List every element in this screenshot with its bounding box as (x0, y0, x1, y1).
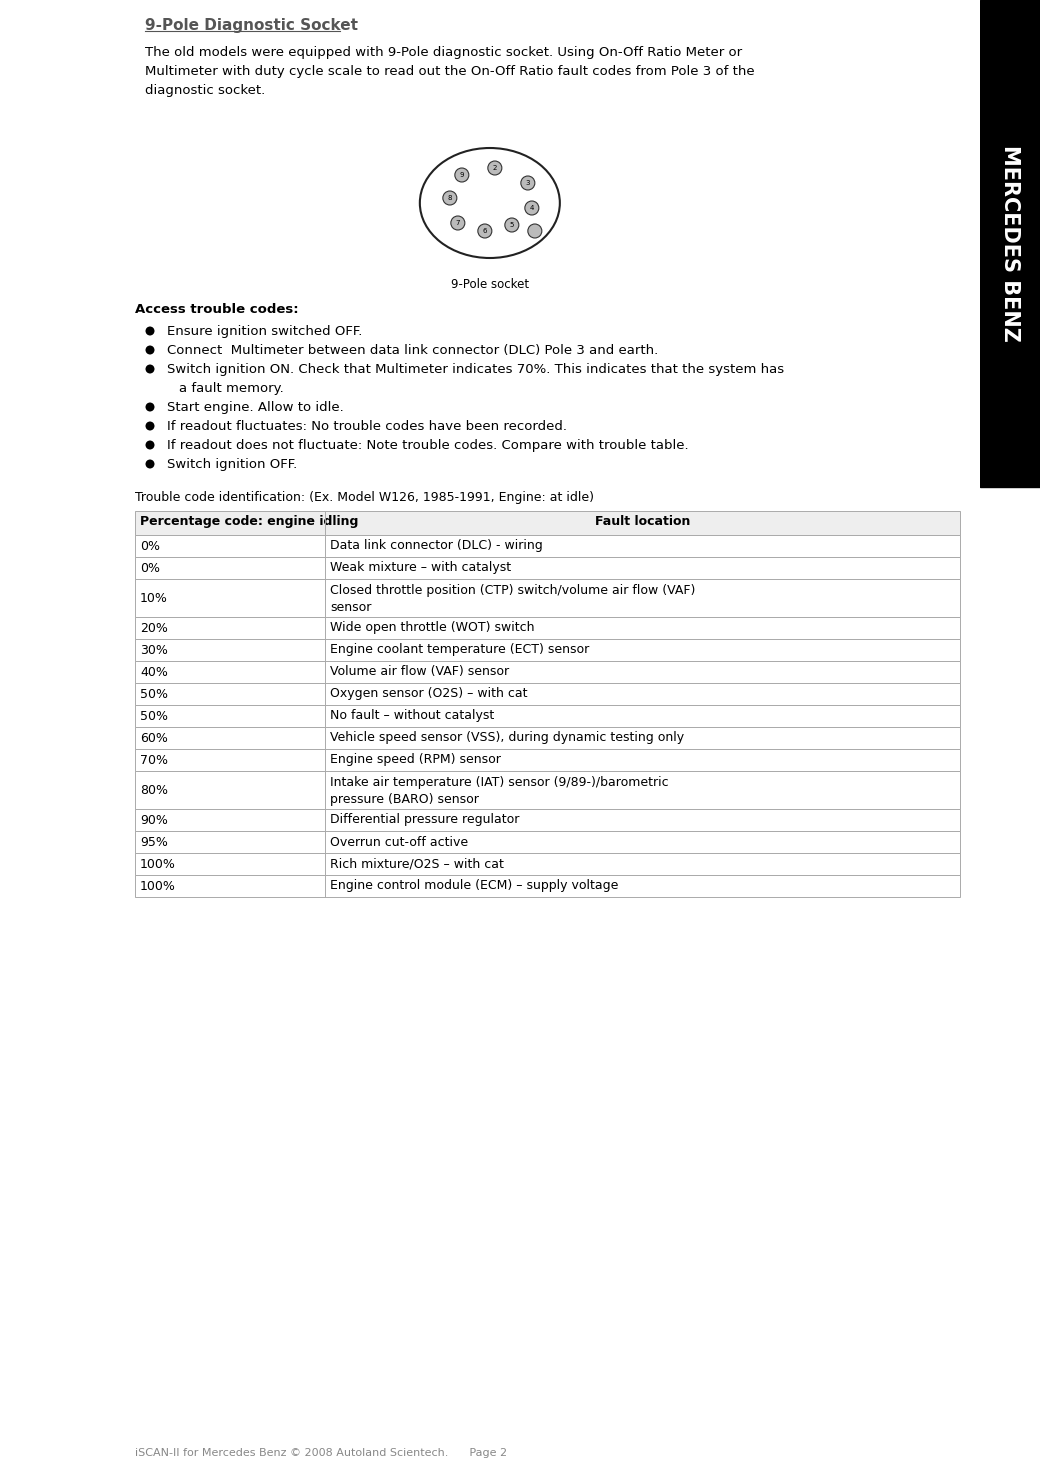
Text: 0%: 0% (140, 540, 160, 552)
Bar (135, 875, 960, 897)
Text: 7: 7 (456, 220, 460, 226)
Text: 4: 4 (529, 205, 534, 211)
Text: 50%: 50% (140, 710, 168, 722)
Text: 0%: 0% (140, 561, 160, 574)
Text: pressure (BARO) sensor: pressure (BARO) sensor (330, 793, 478, 806)
Bar (135, 809, 960, 831)
Text: 6: 6 (483, 227, 487, 235)
Text: MERCEDES BENZ: MERCEDES BENZ (999, 145, 1020, 342)
Circle shape (451, 215, 465, 230)
Text: 70%: 70% (140, 754, 168, 766)
Text: 5: 5 (510, 221, 514, 227)
Text: 10%: 10% (140, 592, 167, 605)
Text: Oxygen sensor (O2S) – with cat: Oxygen sensor (O2S) – with cat (330, 688, 527, 701)
Text: 100%: 100% (140, 858, 176, 871)
Text: Data link connector (DLC) - wiring: Data link connector (DLC) - wiring (330, 540, 543, 552)
Circle shape (528, 224, 542, 238)
Text: Start engine. Allow to idle.: Start engine. Allow to idle. (167, 401, 344, 413)
Text: Differential pressure regulator: Differential pressure regulator (330, 813, 519, 827)
Bar (135, 770, 960, 809)
Bar (135, 639, 960, 661)
Text: If readout does not fluctuate: Note trouble codes. Compare with trouble table.: If readout does not fluctuate: Note trou… (167, 438, 688, 452)
Circle shape (443, 190, 457, 205)
Text: 30%: 30% (140, 644, 167, 657)
Text: 8: 8 (447, 195, 452, 201)
Text: diagnostic socket.: diagnostic socket. (145, 84, 265, 97)
Text: Weak mixture – with catalyst: Weak mixture – with catalyst (330, 561, 511, 574)
Bar (135, 728, 960, 748)
Text: 100%: 100% (140, 880, 176, 893)
Text: Switch ignition ON. Check that Multimeter indicates 70%. This indicates that the: Switch ignition ON. Check that Multimete… (167, 363, 784, 376)
Text: If readout fluctuates: No trouble codes have been recorded.: If readout fluctuates: No trouble codes … (167, 421, 567, 432)
Text: iSCAN-II for Mercedes Benz © 2008 Autoland Scientech.      Page 2: iSCAN-II for Mercedes Benz © 2008 Autola… (135, 1448, 508, 1458)
Text: 60%: 60% (140, 732, 167, 744)
Text: 90%: 90% (140, 813, 167, 827)
Text: Closed throttle position (CTP) switch/volume air flow (VAF): Closed throttle position (CTP) switch/vo… (330, 584, 696, 596)
Circle shape (146, 403, 155, 412)
Text: Intake air temperature (IAT) sensor (9/89-)/barometric: Intake air temperature (IAT) sensor (9/8… (330, 776, 669, 790)
Text: The old models were equipped with 9-Pole diagnostic socket. Using On-Off Ratio M: The old models were equipped with 9-Pole… (145, 46, 743, 59)
Text: Access trouble codes:: Access trouble codes: (135, 303, 298, 316)
Text: Overrun cut-off active: Overrun cut-off active (330, 835, 468, 849)
Bar (135, 706, 960, 728)
Bar (135, 579, 960, 617)
Circle shape (525, 201, 539, 215)
Text: Multimeter with duty cycle scale to read out the On-Off Ratio fault codes from P: Multimeter with duty cycle scale to read… (145, 65, 755, 78)
Bar (135, 853, 960, 875)
Text: 2: 2 (493, 165, 497, 171)
Text: 80%: 80% (140, 784, 168, 797)
Bar (135, 534, 960, 556)
Bar (135, 556, 960, 579)
Text: Ensure ignition switched OFF.: Ensure ignition switched OFF. (167, 325, 362, 338)
Text: Trouble code identification: (Ex. Model W126, 1985-1991, Engine: at idle): Trouble code identification: (Ex. Model … (135, 492, 594, 503)
Text: Vehicle speed sensor (VSS), during dynamic testing only: Vehicle speed sensor (VSS), during dynam… (330, 732, 684, 744)
Text: Volume air flow (VAF) sensor: Volume air flow (VAF) sensor (330, 666, 510, 679)
Bar (135, 511, 960, 534)
Text: 50%: 50% (140, 688, 168, 701)
Text: 95%: 95% (140, 835, 167, 849)
Bar (135, 683, 960, 706)
Text: 9: 9 (460, 173, 464, 179)
Text: Fault location: Fault location (595, 515, 690, 528)
Text: Rich mixture/O2S – with cat: Rich mixture/O2S – with cat (330, 858, 503, 871)
Circle shape (477, 224, 492, 238)
Text: No fault – without catalyst: No fault – without catalyst (330, 710, 494, 722)
Text: Switch ignition OFF.: Switch ignition OFF. (167, 458, 297, 471)
Circle shape (146, 440, 155, 450)
Text: sensor: sensor (330, 601, 371, 614)
Text: Connect  Multimeter between data link connector (DLC) Pole 3 and earth.: Connect Multimeter between data link con… (167, 344, 658, 357)
Circle shape (146, 422, 155, 431)
Circle shape (146, 365, 155, 373)
Bar (135, 661, 960, 683)
Text: 40%: 40% (140, 666, 167, 679)
Text: Wide open throttle (WOT) switch: Wide open throttle (WOT) switch (330, 621, 535, 635)
Text: Engine control module (ECM) – supply voltage: Engine control module (ECM) – supply vol… (330, 880, 619, 893)
Bar (135, 748, 960, 770)
Circle shape (521, 176, 535, 190)
Circle shape (454, 168, 469, 182)
Text: a fault memory.: a fault memory. (179, 382, 284, 396)
Circle shape (488, 161, 502, 176)
Circle shape (504, 218, 519, 232)
Bar (135, 617, 960, 639)
Text: Percentage code: engine idling: Percentage code: engine idling (140, 515, 359, 528)
Bar (135, 831, 960, 853)
Text: 9-Pole Diagnostic Socket: 9-Pole Diagnostic Socket (145, 18, 358, 32)
Text: Engine speed (RPM) sensor: Engine speed (RPM) sensor (330, 754, 501, 766)
Circle shape (146, 326, 155, 335)
Circle shape (146, 459, 155, 468)
Circle shape (146, 345, 155, 354)
Bar (980, 0, 1040, 487)
Text: 3: 3 (525, 180, 530, 186)
Text: 9-Pole socket: 9-Pole socket (450, 277, 529, 291)
Text: Engine coolant temperature (ECT) sensor: Engine coolant temperature (ECT) sensor (330, 644, 590, 657)
Text: 20%: 20% (140, 621, 167, 635)
